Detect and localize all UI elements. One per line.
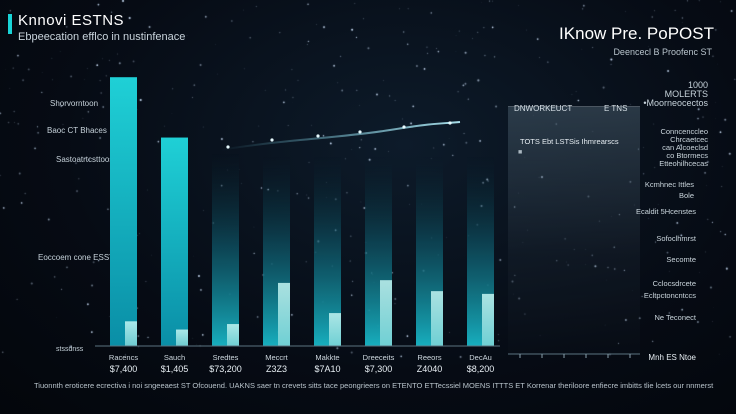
y-label-4: Eoccoem cone ESST xyxy=(38,253,115,262)
trend-point xyxy=(226,145,230,149)
trend-point xyxy=(316,134,320,138)
trend-point xyxy=(402,125,406,129)
data-label: Z3Z3 xyxy=(266,364,287,374)
annotation-1: Conncenccleo xyxy=(660,127,708,136)
data-label: $7,400 xyxy=(110,364,138,374)
bar-sredtes xyxy=(212,154,239,346)
page-title: Knnovi ESTNS xyxy=(18,12,125,29)
panel-marker: ■ xyxy=(518,149,523,156)
bar-highlight-reeors xyxy=(431,291,443,346)
panel-header-right: E TNS xyxy=(604,104,628,113)
data-label: $7A10 xyxy=(314,364,340,374)
bar-racencs xyxy=(110,77,137,346)
data-label: $73,200 xyxy=(209,364,242,374)
page-subtitle: Ebpeecation efflco in nustinfenace xyxy=(18,31,186,43)
detail-panel xyxy=(508,106,640,354)
x-axis-label: stssdnss xyxy=(56,346,84,353)
x-tick-label: Makkte xyxy=(315,353,339,362)
right-stat-note: •Moorneocectos xyxy=(643,98,708,108)
right-stat-value: 1000 xyxy=(687,80,708,90)
annotation-11: Cclocsdrcete xyxy=(652,279,696,288)
bar-highlight-makkte xyxy=(329,313,341,346)
x-tick-label: Reeors xyxy=(417,353,441,362)
right-title: IKnow Pre. PoPOST xyxy=(559,24,714,43)
data-label: Z4040 xyxy=(417,364,443,374)
annotation-7: Bole xyxy=(678,191,694,200)
bar-highlight-decau xyxy=(482,293,494,346)
data-label: $7,300 xyxy=(365,364,393,374)
x-tick-label: Dreeceits xyxy=(363,353,395,362)
x-tick-label: Sauch xyxy=(164,353,185,362)
trend-point xyxy=(270,138,274,142)
x-tick-label: Sredtes xyxy=(213,353,239,362)
annotation-9: Sofoclhmrst xyxy=(656,234,696,243)
annotation-2: Chrcaetcec xyxy=(670,135,708,144)
annotation-8: Ecaldit 5Hcenstes xyxy=(635,207,696,216)
right-subtitle: Deencecl B Proofenc ST xyxy=(613,47,712,57)
bar-highlight-racencs xyxy=(125,321,137,346)
annotation-4: co Btormecs xyxy=(666,151,708,160)
y-label-1: Shorvorntoon xyxy=(50,99,99,108)
x-tick-label: DecAu xyxy=(469,353,492,362)
title-accent-bar xyxy=(8,14,12,34)
annotation-12: Ecltpctoncntccs xyxy=(643,291,696,300)
annotation-13: Ne Teconect xyxy=(654,313,696,322)
annotation-10: Secomte xyxy=(666,255,696,264)
bar-highlight-meccrt xyxy=(278,282,290,346)
y-label-3: Sastoatrtcsttoos xyxy=(56,155,114,164)
data-label: $1,405 xyxy=(161,364,189,374)
bar-highlight-dreeceits xyxy=(380,280,392,346)
bar-sauch xyxy=(161,137,188,346)
panel-header-left: DNWORKEUCT xyxy=(514,104,573,113)
annotation-5: Etteohilhcecas xyxy=(659,159,708,168)
trend-point xyxy=(448,121,452,125)
trend-glow-line xyxy=(219,121,461,151)
corner-label: Mnh ES Ntoe xyxy=(648,353,696,362)
x-tick-label: Meccrt xyxy=(265,353,288,362)
annotation-6: Kcmhnec Ittles xyxy=(644,180,694,189)
bar-highlight-sredtes xyxy=(227,324,239,346)
data-label: $8,200 xyxy=(467,364,495,374)
panel-text: TOTS Ebt LSTSis Ihmrearscs xyxy=(520,137,619,146)
bar-highlight-sauch xyxy=(176,329,188,346)
right-stat: 1000 MOLERTS •Moorneocectos xyxy=(643,81,708,108)
trend-point xyxy=(358,130,362,134)
right-stat-label: MOLERTS xyxy=(664,89,708,99)
x-tick-label: Racencs xyxy=(109,353,138,362)
annotation-3: can Alcoeclsd xyxy=(662,143,708,152)
footer-caption: Tiuonnth eroticere ecrectiva i noi sngee… xyxy=(34,381,714,390)
y-label-2: Baoc CT Bhaces xyxy=(47,126,107,135)
